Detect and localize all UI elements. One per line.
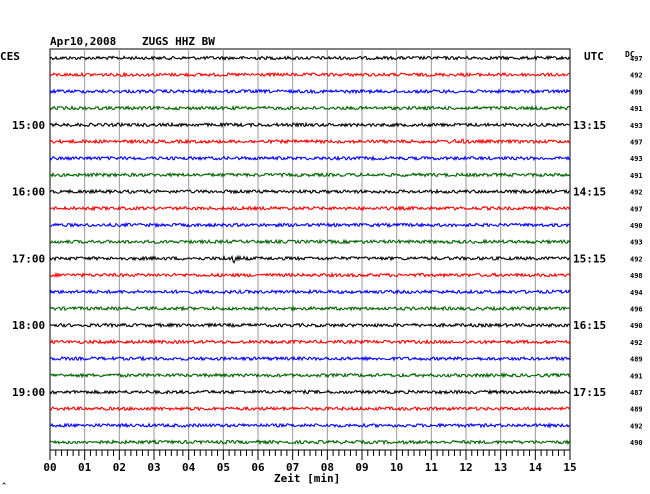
trace-row-22 xyxy=(49,422,571,429)
trace-row-13 xyxy=(49,271,571,279)
x-tick-label: 15 xyxy=(563,461,576,474)
x-tick-label: 07 xyxy=(286,461,299,474)
dc-value: 497 xyxy=(630,55,643,63)
traces xyxy=(49,55,571,446)
trace-row-16 xyxy=(49,322,571,329)
left-time-label: 15:00 xyxy=(12,119,45,132)
dc-value: 491 xyxy=(630,172,643,180)
dc-value: 493 xyxy=(630,239,643,247)
x-tick-label: 13 xyxy=(494,461,507,474)
dc-value: 492 xyxy=(630,189,643,197)
dc-value: 498 xyxy=(630,272,643,280)
trace-row-15 xyxy=(49,305,571,312)
left-time-label: 16:00 xyxy=(12,186,45,199)
dc-value: 489 xyxy=(630,406,643,414)
trace-row-14 xyxy=(49,288,571,295)
dc-value: 492 xyxy=(630,422,643,430)
dc-value: 490 xyxy=(630,322,643,330)
x-axis-label: Zeit [min] xyxy=(274,472,340,485)
x-tick-label: 02 xyxy=(113,461,126,474)
x-tick-label: 00 xyxy=(43,461,56,474)
corner-mark: ^ xyxy=(2,482,7,490)
dc-value: 490 xyxy=(630,439,643,447)
trace-row-6 xyxy=(49,155,571,162)
trace-row-11 xyxy=(49,238,571,245)
trace-row-17 xyxy=(49,338,571,345)
x-tick-label: 09 xyxy=(355,461,368,474)
trace-row-9 xyxy=(49,205,571,212)
date-label: Apr10,2008 xyxy=(50,35,116,48)
dc-value: 499 xyxy=(630,88,643,96)
trace-row-10 xyxy=(49,221,571,229)
dc-value: 490 xyxy=(630,222,643,230)
x-tick-label: 06 xyxy=(251,461,265,474)
dc-value: 494 xyxy=(630,289,643,297)
trace-row-1 xyxy=(49,71,571,78)
trace-row-0 xyxy=(49,55,571,61)
x-tick-label: 01 xyxy=(78,461,92,474)
trace-row-3 xyxy=(49,104,571,112)
trace-row-12 xyxy=(49,254,571,264)
right-timezone-label: UTC xyxy=(584,50,604,63)
trace-row-23 xyxy=(49,439,571,446)
left-time-label: 18:00 xyxy=(12,319,45,332)
dc-value: 492 xyxy=(630,72,643,80)
x-tick-label: 11 xyxy=(425,461,439,474)
dc-value: 496 xyxy=(630,306,643,314)
dc-value: 487 xyxy=(630,389,643,397)
dc-value: 492 xyxy=(630,255,643,263)
dc-value: 493 xyxy=(630,155,643,163)
right-time-label: 13:15 xyxy=(573,119,606,132)
x-tick-label: 08 xyxy=(321,461,334,474)
trace-row-20 xyxy=(49,388,571,396)
trace-row-21 xyxy=(49,405,571,412)
right-time-label: 17:15 xyxy=(573,386,606,399)
dc-value: 489 xyxy=(630,356,643,364)
left-timezone-label: CES xyxy=(0,50,20,63)
left-time-label: 19:00 xyxy=(12,386,45,399)
dc-value: 491 xyxy=(630,105,643,113)
x-tick-label: 04 xyxy=(182,461,196,474)
dc-header-label: DC xyxy=(625,50,635,59)
x-tick-label: 10 xyxy=(390,461,403,474)
trace-row-2 xyxy=(49,88,571,95)
axes: 497 492 499 491 493 497 493 491 492 497 490 493 492 4… xyxy=(12,55,643,474)
x-tick-label: 14 xyxy=(529,461,543,474)
trace-row-7 xyxy=(49,171,571,179)
dc-value: 497 xyxy=(630,205,643,213)
right-time-label: 14:15 xyxy=(573,186,606,199)
station-label: ZUGS HHZ BW xyxy=(142,35,215,48)
x-tick-label: 05 xyxy=(217,461,230,474)
dc-value: 491 xyxy=(630,372,643,380)
trace-row-19 xyxy=(49,372,571,379)
dc-value: 497 xyxy=(630,139,643,147)
right-time-label: 15:15 xyxy=(573,252,606,265)
grid xyxy=(49,48,571,451)
dc-value: 492 xyxy=(630,339,643,347)
trace-row-8 xyxy=(49,188,571,195)
trace-row-4 xyxy=(49,121,571,129)
x-tick-label: 03 xyxy=(147,461,160,474)
trace-row-18 xyxy=(49,355,571,362)
left-time-label: 17:00 xyxy=(12,252,45,265)
dc-value: 493 xyxy=(630,122,643,130)
plot-frame xyxy=(49,48,571,451)
x-tick-label: 12 xyxy=(459,461,472,474)
trace-row-5 xyxy=(49,138,571,145)
right-time-label: 16:15 xyxy=(573,319,606,332)
